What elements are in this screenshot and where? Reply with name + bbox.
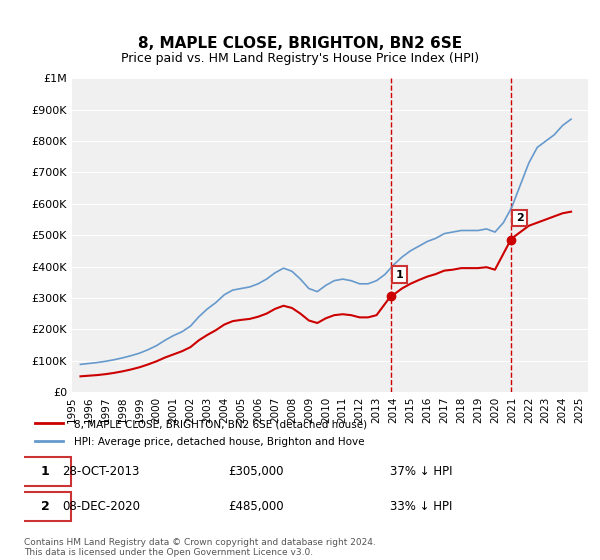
Text: 08-DEC-2020: 08-DEC-2020 [62, 500, 140, 514]
Text: 2: 2 [41, 500, 49, 514]
Text: 8, MAPLE CLOSE, BRIGHTON, BN2 6SE (detached house): 8, MAPLE CLOSE, BRIGHTON, BN2 6SE (detac… [74, 419, 367, 429]
Text: 33% ↓ HPI: 33% ↓ HPI [390, 500, 452, 514]
FancyBboxPatch shape [19, 492, 71, 521]
Text: £485,000: £485,000 [228, 500, 284, 514]
Text: 2: 2 [516, 213, 524, 223]
Text: 37% ↓ HPI: 37% ↓ HPI [390, 465, 452, 478]
FancyBboxPatch shape [19, 457, 71, 486]
Text: 8, MAPLE CLOSE, BRIGHTON, BN2 6SE: 8, MAPLE CLOSE, BRIGHTON, BN2 6SE [138, 36, 462, 52]
Text: 28-OCT-2013: 28-OCT-2013 [62, 465, 140, 478]
Text: Contains HM Land Registry data © Crown copyright and database right 2024.
This d: Contains HM Land Registry data © Crown c… [24, 538, 376, 557]
Text: 1: 1 [41, 465, 49, 478]
Text: Price paid vs. HM Land Registry's House Price Index (HPI): Price paid vs. HM Land Registry's House … [121, 52, 479, 64]
Text: HPI: Average price, detached house, Brighton and Hove: HPI: Average price, detached house, Brig… [74, 437, 364, 447]
Text: 1: 1 [395, 269, 403, 279]
Text: £305,000: £305,000 [228, 465, 284, 478]
